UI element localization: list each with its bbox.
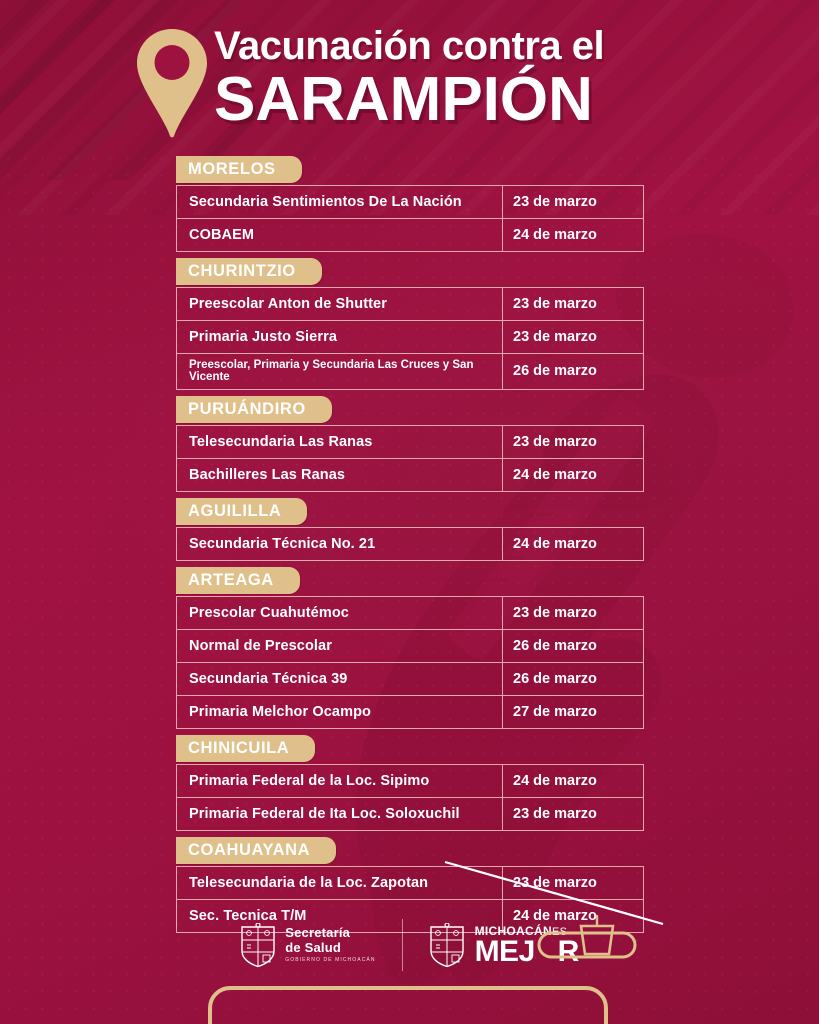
cell-school-name: Primaria Justo Sierra: [177, 321, 503, 353]
salud-line-2: de Salud: [285, 939, 341, 955]
secretaria-de-salud-logo: Secretaría de Salud GOBIERNO DE MICHOACÁ…: [240, 922, 375, 968]
schedule-table: Primaria Federal de la Loc. Sipimo 24 de …: [176, 764, 644, 831]
poster-footer: Secretaría de Salud GOBIERNO DE MICHOACÁ…: [0, 860, 819, 985]
page-title-line-2: SARAMPIÓN: [214, 65, 593, 134]
cell-school-name: Telesecundaria de la Loc. Zapotan: [177, 867, 503, 899]
cell-school-name: Preescolar, Primaria y Secundaria Las Cr…: [177, 354, 503, 389]
cell-school-name: Telesecundaria Las Ranas: [177, 426, 503, 458]
map-pin-icon: [133, 27, 211, 139]
cell-school-name: Bachilleres Las Ranas: [177, 459, 503, 491]
schedule-section: MORELOS Secundaria Sentimientos De La Nac…: [176, 156, 644, 252]
table-row: Telesecundaria Las Ranas 23 de marzo: [177, 425, 643, 458]
schedule-section: ARTEAGA Prescolar Cuahutémoc 23 de marzo No…: [176, 567, 644, 729]
mejor-wordmark: MEJOR: [474, 934, 580, 968]
mejor-replaced-o: O: [535, 935, 558, 968]
cell-date: 23 de marzo: [513, 805, 597, 822]
vaccination-schedule: MORELOS Secundaria Sentimientos De La Nac…: [176, 156, 644, 939]
background-dot-texture: [0, 150, 819, 1024]
table-row: Bachilleres Las Ranas 24 de marzo: [177, 458, 643, 491]
section-header-morelos: MORELOS: [176, 156, 302, 183]
cell-date: 26 de marzo: [513, 363, 597, 379]
cell-date: 26 de marzo: [513, 637, 597, 654]
table-row: Preescolar, Primaria y Secundaria Las Cr…: [177, 353, 643, 389]
cell-school-name: Secundaria Sentimientos De La Nación: [177, 186, 503, 218]
schedule-table: Secundaria Técnica No. 21 24 de marzo: [176, 527, 644, 561]
cell-school-name: Secundaria Técnica No. 21: [177, 528, 503, 560]
table-row: Preescolar Anton de Shutter 23 de marzo: [177, 287, 643, 320]
michoacan-coat-of-arms-icon: [429, 922, 465, 968]
cell-date: 27 de marzo: [513, 703, 597, 720]
table-row: Secundaria Técnica No. 21 24 de marzo: [177, 527, 643, 560]
table-row: Primaria Federal de la Loc. Sipimo 24 de …: [177, 764, 643, 797]
table-row: Primaria Federal de Ita Loc. Soloxuchil 2…: [177, 797, 643, 830]
cell-date: 24 de marzo: [513, 466, 597, 483]
salud-line-3: GOBIERNO DE MICHOACÁN: [285, 957, 376, 964]
schedule-section: AGUILILLA Secundaria Técnica No. 21 24 de …: [176, 498, 644, 561]
page-title-line-1: Vacunación contra el: [214, 24, 605, 68]
cell-date: 23 de marzo: [513, 604, 597, 621]
cell-school-name: Primaria Federal de Ita Loc. Soloxuchil: [177, 798, 503, 830]
table-row: Secundaria Sentimientos De La Nación 23 d…: [177, 185, 643, 218]
schedule-section: CHINICUILA Primaria Federal de la Loc. Si…: [176, 735, 644, 831]
section-header-arteaga: ARTEAGA: [176, 567, 300, 594]
cell-date: 24 de marzo: [513, 535, 597, 552]
table-row: COBAEM 24 de marzo: [177, 218, 643, 251]
cell-school-name: Primaria Melchor Ocampo: [177, 696, 503, 728]
table-row: Prescolar Cuahutémoc 23 de marzo: [177, 596, 643, 629]
schedule-table: Telesecundaria Las Ranas 23 de marzo Bachi…: [176, 425, 644, 492]
cell-school-name: Prescolar Cuahutémoc: [177, 597, 503, 629]
schedule-table: Prescolar Cuahutémoc 23 de marzo Normal de…: [176, 596, 644, 729]
footer-divider: [401, 919, 403, 971]
schedule-table: Secundaria Sentimientos De La Nación 23 d…: [176, 185, 644, 252]
cell-date: 24 de marzo: [513, 226, 597, 243]
cell-school-name: Primaria Federal de la Loc. Sipimo: [177, 765, 503, 797]
table-row: Secundaria Técnica 39 26 de marzo: [177, 662, 643, 695]
mejor-prefix: MEJ: [474, 934, 536, 968]
michoacan-coat-of-arms-icon: [240, 922, 276, 968]
cell-school-name: Preescolar Anton de Shutter: [177, 288, 503, 320]
cell-date: 23 de marzo: [513, 193, 597, 210]
background-diagonal-stripes: [0, 0, 819, 215]
cell-date: 23 de marzo: [513, 295, 597, 312]
schedule-section: PURUÁNDIRO Telesecundaria Las Ranas 23 de …: [176, 396, 644, 492]
michoacan-es-mejor-logo: MICHOACÁNES MEJOR: [429, 860, 663, 968]
background-chevron-pattern: [0, 0, 260, 180]
table-row: Telesecundaria de la Loc. Zapotan 23 de m…: [177, 866, 643, 899]
mejor-michoacan-word: MICHOACÁN: [474, 923, 552, 938]
section-header-puruándiro: PURUÁNDIRO: [176, 396, 332, 423]
cell-date: 23 de marzo: [513, 328, 597, 345]
cell-date: 23 de marzo: [513, 433, 597, 450]
cell-school-name: COBAEM: [177, 219, 503, 251]
table-row: Normal de Prescolar 26 de marzo: [177, 629, 643, 662]
section-header-aguililla: AGUILILLA: [176, 498, 308, 525]
section-header-chinicuila: CHINICUILA: [176, 735, 316, 762]
mejor-suffix: R: [557, 934, 580, 968]
secretaria-de-salud-text: Secretaría de Salud GOBIERNO DE MICHOACÁ…: [285, 926, 375, 964]
cell-date: 24 de marzo: [513, 772, 597, 789]
michoacan-es-mejor-text: MICHOACÁNES MEJOR: [444, 860, 663, 968]
title-block: Vacunación contra el SARAMPIÓN: [214, 24, 605, 134]
schedule-section: CHURINTZIO Preescolar Anton de Shutter 23 …: [176, 258, 644, 390]
cell-school-name: Secundaria Técnica 39: [177, 663, 503, 695]
cell-school-name: Normal de Prescolar: [177, 630, 503, 662]
poster-header: Vacunación contra el SARAMPIÓN: [0, 0, 819, 150]
schedule-table: Preescolar Anton de Shutter 23 de marzo Pr…: [176, 287, 644, 390]
table-row: Primaria Justo Sierra 23 de marzo: [177, 320, 643, 353]
table-row: Primaria Melchor Ocampo 27 de marzo: [177, 695, 643, 728]
cell-date: 26 de marzo: [513, 670, 597, 687]
section-header-churintzio: CHURINTZIO: [176, 258, 322, 285]
bottom-gold-frame: [208, 986, 608, 1024]
cell-date: 23 de marzo: [513, 874, 597, 891]
section-header-coahuayana: COAHUAYANA: [176, 837, 337, 864]
salud-line-1: Secretaría: [285, 925, 351, 941]
